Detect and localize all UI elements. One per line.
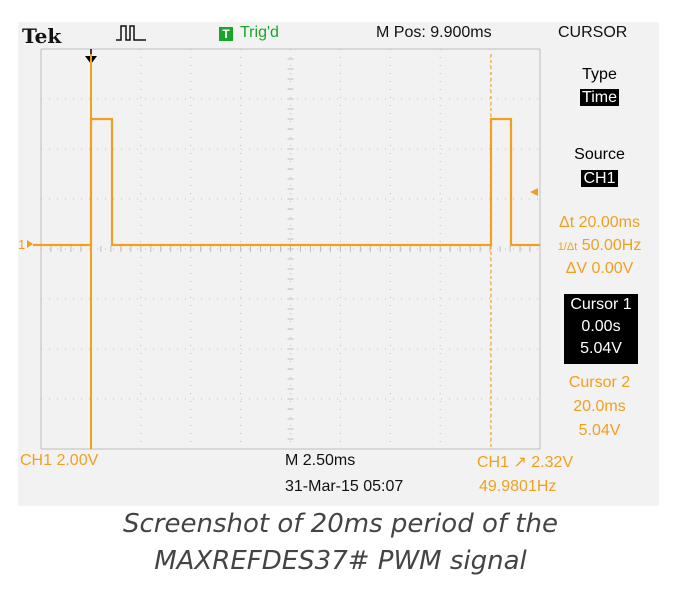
trigger-icon: T (219, 27, 233, 41)
type-value[interactable]: Time (540, 89, 659, 107)
delta-t-readout: Δt 20.00ms (559, 214, 640, 231)
brand-logo: Tek (22, 24, 62, 48)
type-value-text: Time (580, 89, 619, 106)
source-value-text: CH1 (581, 170, 618, 187)
cursor-2-volt: 5.04V (578, 422, 621, 439)
waveform-display: 1 (18, 48, 541, 450)
ch1-ground-arrow (27, 240, 33, 248)
date-time: 31-Mar-15 05:07 (285, 478, 404, 495)
horizontal-position: M Pos: 9.900ms (376, 24, 492, 41)
delta-v-readout: ΔV 0.00V (565, 260, 634, 277)
source-value[interactable]: CH1 (540, 170, 659, 188)
cursor-1-volt: 5.04V (580, 340, 622, 357)
cursor-2-title[interactable]: Cursor 2 (568, 374, 631, 391)
trigger-level-arrow (530, 188, 538, 196)
cursor-1-time: 0.00s (581, 318, 621, 335)
menu-title: CURSOR (558, 24, 628, 41)
ch1-trace (33, 117, 540, 247)
source-label: Source (574, 146, 625, 163)
one-over-delta-t-icon: 1/Δt (557, 241, 578, 253)
type-label: Type (582, 66, 617, 83)
trigger-setting: CH1 ↗ 2.32V (477, 454, 574, 471)
inv-delta-t-readout: 1/Δt 50.00Hz (540, 237, 659, 255)
inv-delta-t-value: 50.00Hz (581, 237, 642, 254)
trigger-status: Trig'd (240, 24, 279, 41)
frequency-readout: 49.9801Hz (479, 478, 557, 495)
caption-line-1: Screenshot of 20ms period of the (123, 509, 558, 539)
cursor-1-readout[interactable]: Cursor 1 0.00s 5.04V (564, 294, 638, 364)
graticule (40, 48, 541, 450)
timebase: M 2.50ms (285, 452, 356, 469)
cursor-2-time: 20.0ms (573, 398, 626, 415)
ch1-scale: CH1 2.00V (20, 452, 99, 469)
oscilloscope-screen: Tek T Trig'd M Pos: 9.900ms CURSOR 1 Typ… (18, 22, 659, 506)
ch1-ground-marker: 1 (18, 237, 25, 252)
figure-caption: Screenshot of 20ms period of the MAXREFD… (0, 506, 681, 580)
cursor-1-title: Cursor 1 (570, 296, 632, 313)
caption-line-2: MAXREFDES37# PWM signal (154, 546, 527, 576)
pulse-icon (116, 25, 146, 41)
